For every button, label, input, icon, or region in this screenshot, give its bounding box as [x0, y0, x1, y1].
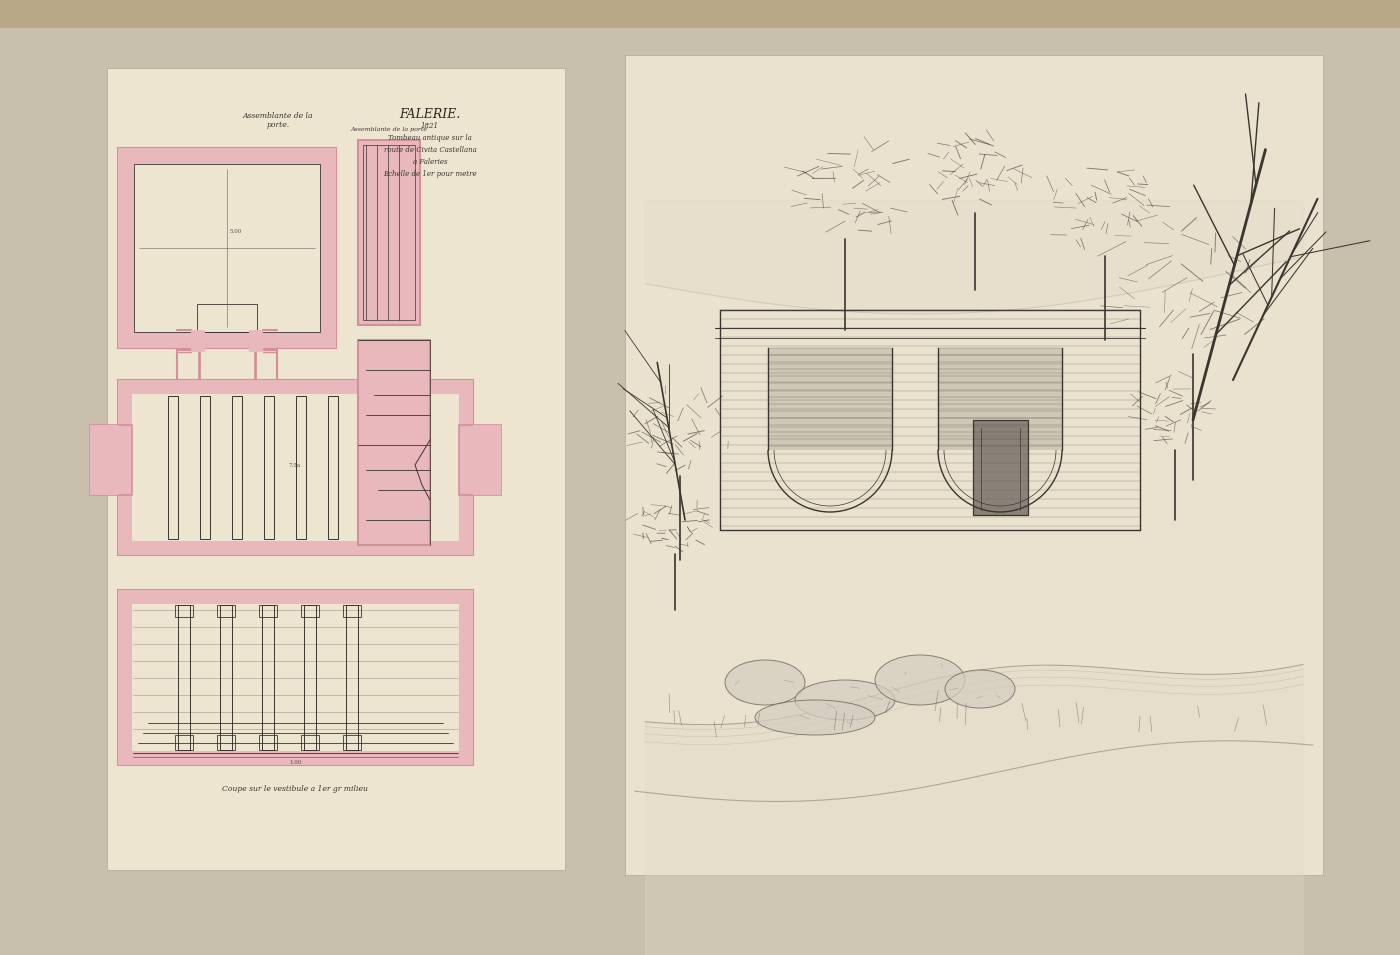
Bar — [343, 735, 361, 750]
Bar — [197, 304, 258, 332]
Bar — [190, 330, 204, 352]
Ellipse shape — [945, 670, 1015, 708]
Bar — [90, 425, 132, 495]
Ellipse shape — [795, 680, 895, 720]
Bar — [200, 396, 210, 539]
Bar — [118, 148, 336, 164]
Bar — [118, 380, 132, 555]
Text: 1.00: 1.00 — [288, 760, 301, 765]
Text: Assemblante de la
porte.: Assemblante de la porte. — [242, 112, 314, 129]
Bar — [295, 396, 307, 539]
Bar — [106, 68, 566, 870]
Bar — [262, 605, 274, 750]
Bar — [220, 605, 232, 750]
Bar — [938, 348, 1063, 450]
Text: 7.5a: 7.5a — [288, 463, 301, 468]
Bar — [459, 380, 473, 555]
Bar — [118, 380, 473, 555]
Bar — [343, 605, 361, 617]
Bar — [259, 735, 277, 750]
Bar — [301, 605, 319, 617]
Bar — [358, 340, 430, 545]
Bar — [217, 735, 235, 750]
Bar — [328, 396, 337, 539]
Text: Coupe sur le vestibule a 1er gr milieu: Coupe sur le vestibule a 1er gr milieu — [223, 785, 368, 793]
Bar — [459, 425, 501, 495]
Text: a Faleries: a Faleries — [413, 158, 448, 166]
Bar — [459, 590, 473, 765]
Bar — [363, 145, 414, 320]
Bar — [624, 55, 1323, 875]
Bar — [0, 0, 1400, 28]
Bar — [118, 148, 336, 348]
Text: 1821: 1821 — [421, 122, 440, 130]
Bar — [134, 164, 321, 332]
Bar — [769, 348, 892, 450]
Bar — [392, 396, 402, 539]
Bar — [259, 605, 277, 617]
Bar — [118, 751, 473, 765]
Bar — [175, 605, 193, 617]
Bar — [265, 396, 274, 539]
Bar — [217, 605, 235, 617]
Bar — [249, 330, 263, 352]
Ellipse shape — [875, 655, 965, 705]
Bar — [118, 541, 473, 555]
Ellipse shape — [755, 700, 875, 735]
Text: route de Civita Castellana: route de Civita Castellana — [384, 146, 476, 154]
Bar — [118, 590, 132, 765]
Bar — [360, 396, 370, 539]
Text: 5.00: 5.00 — [230, 229, 242, 234]
Text: Assemblante de la porte: Assemblante de la porte — [350, 127, 427, 132]
Bar — [118, 148, 134, 348]
Bar — [118, 590, 473, 604]
Bar — [118, 332, 336, 348]
Bar — [178, 605, 190, 750]
Bar — [118, 380, 473, 394]
Bar — [232, 396, 242, 539]
Bar — [346, 605, 358, 750]
Bar — [301, 735, 319, 750]
Ellipse shape — [725, 660, 805, 705]
Bar — [973, 420, 1028, 515]
Bar — [168, 396, 178, 539]
Bar — [90, 425, 118, 495]
Bar — [358, 140, 420, 325]
Bar — [321, 148, 336, 348]
Bar — [473, 425, 501, 495]
Text: FALERIE.: FALERIE. — [399, 108, 461, 121]
Bar — [175, 735, 193, 750]
Bar — [118, 590, 473, 765]
Text: Echelle de 1er pour metre: Echelle de 1er pour metre — [384, 170, 477, 178]
Bar — [304, 605, 316, 750]
Text: Tombeau antique sur la: Tombeau antique sur la — [388, 134, 472, 142]
